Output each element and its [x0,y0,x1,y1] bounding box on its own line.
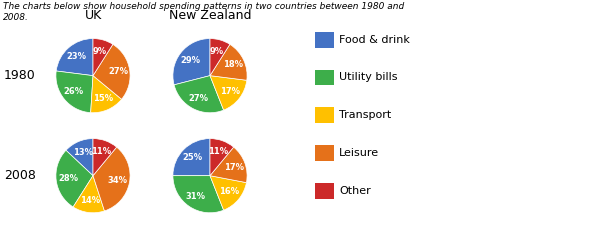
Text: UK: UK [85,9,101,22]
Wedge shape [173,139,210,176]
Wedge shape [173,39,210,85]
Text: 25%: 25% [182,153,202,162]
Wedge shape [173,176,224,213]
Wedge shape [73,176,104,213]
Wedge shape [174,76,224,113]
Text: 14%: 14% [80,196,100,205]
Wedge shape [56,39,93,76]
Wedge shape [56,150,93,207]
Text: 23%: 23% [67,52,86,61]
Text: Other: Other [339,186,371,196]
Text: The charts below show household spending patterns in two countries between 1980 : The charts below show household spending… [3,2,404,22]
Text: Utility bills: Utility bills [339,72,397,82]
Wedge shape [210,76,247,110]
Text: 16%: 16% [220,187,239,196]
Text: Transport: Transport [339,110,391,120]
Text: 13%: 13% [73,148,93,157]
Wedge shape [93,44,130,99]
Text: 9%: 9% [210,47,224,56]
Wedge shape [93,147,130,211]
Text: 17%: 17% [220,87,240,96]
Text: Food & drink: Food & drink [339,35,410,45]
Text: 31%: 31% [186,192,206,201]
Wedge shape [66,139,93,176]
Text: Leisure: Leisure [339,148,379,158]
Text: 27%: 27% [188,94,209,103]
Wedge shape [210,147,247,183]
Text: 1980: 1980 [4,69,35,82]
Text: 11%: 11% [208,147,229,156]
Text: 11%: 11% [91,147,112,156]
Wedge shape [210,139,233,176]
Wedge shape [210,44,247,80]
Wedge shape [93,39,113,76]
Text: 9%: 9% [93,47,107,56]
Text: 27%: 27% [108,67,128,76]
Wedge shape [56,71,93,113]
Wedge shape [210,176,247,210]
Text: 26%: 26% [64,87,83,96]
Text: 17%: 17% [224,163,244,172]
Text: New Zealand: New Zealand [169,9,251,22]
Text: 29%: 29% [180,56,200,65]
Wedge shape [93,139,116,176]
Text: 34%: 34% [108,176,128,185]
Wedge shape [91,76,122,113]
Text: 15%: 15% [93,94,113,103]
Text: 18%: 18% [223,61,243,69]
Wedge shape [210,39,230,76]
Text: 28%: 28% [58,174,78,183]
Text: 2008: 2008 [4,169,36,182]
